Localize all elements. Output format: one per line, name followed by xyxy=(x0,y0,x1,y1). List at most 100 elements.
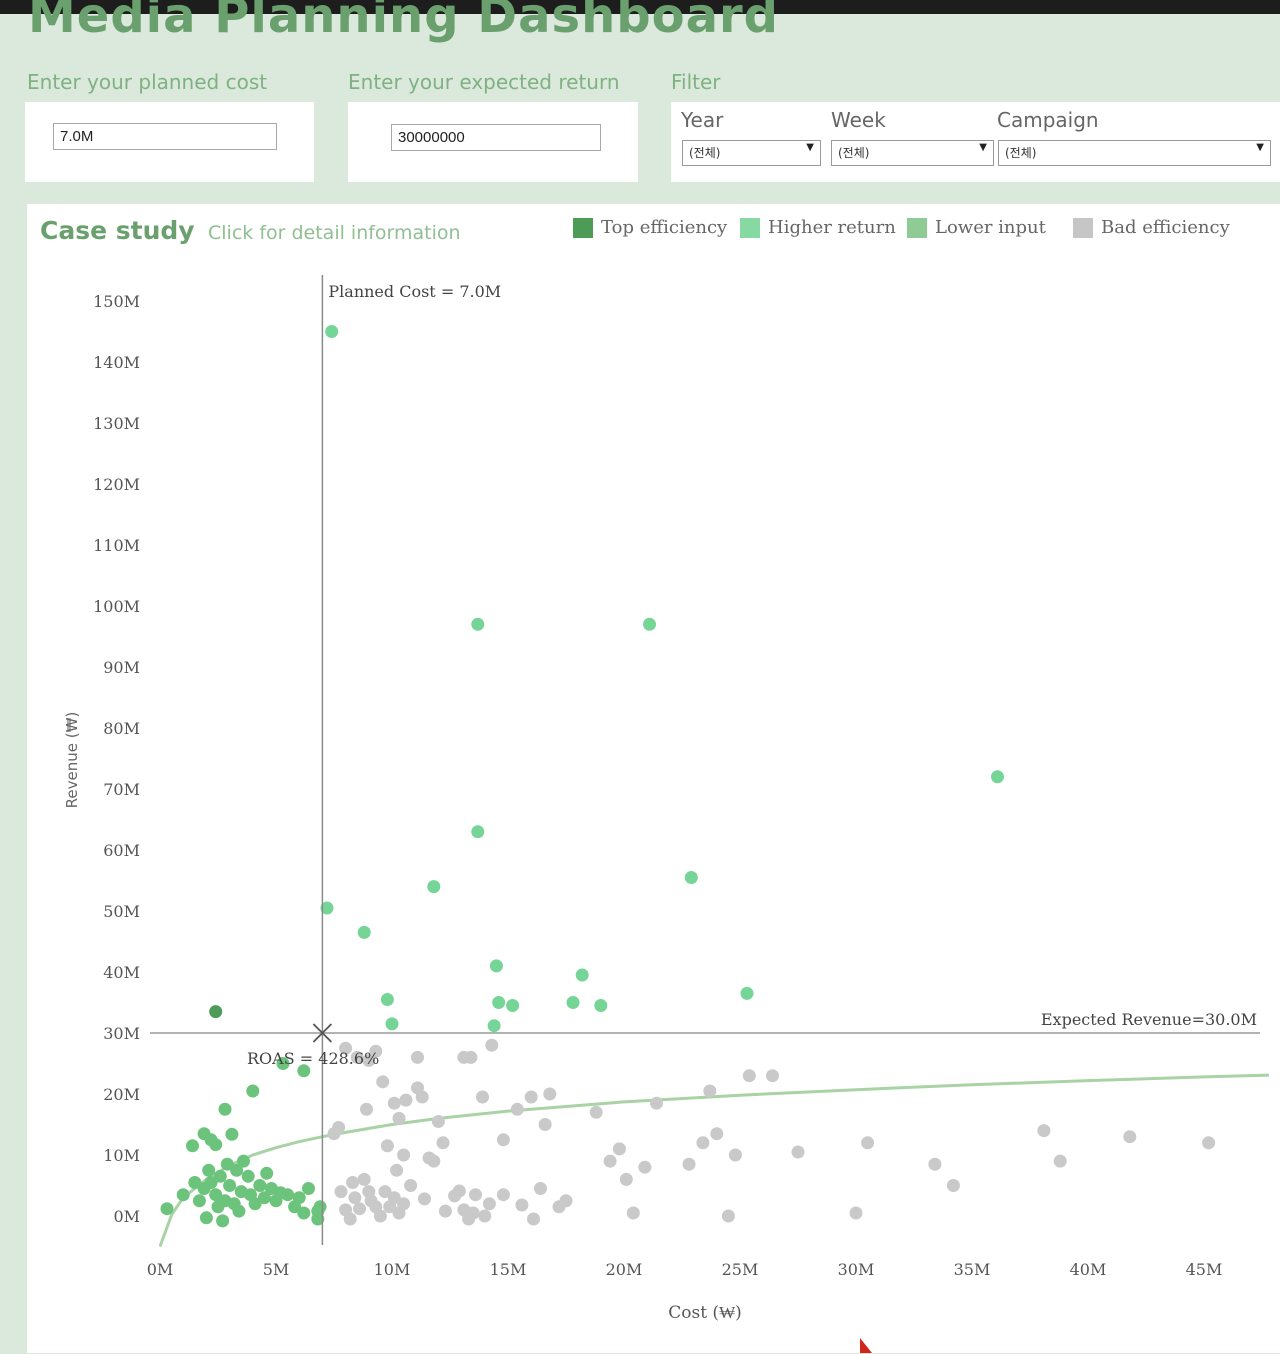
scatter-point xyxy=(297,1206,311,1220)
data-points xyxy=(160,325,1216,1228)
chart-legend: Top efficiency Higher return Lower input Ba… xyxy=(573,217,1231,238)
y-axis-title: Revenue (₩) xyxy=(63,712,81,809)
chevron-down-icon: ▼ xyxy=(979,142,987,153)
case-study-subtitle[interactable]: Click for detail information xyxy=(208,222,461,244)
scatter-point xyxy=(397,1148,411,1162)
scatter-point xyxy=(248,1197,262,1211)
y-tick-label: 40M xyxy=(103,963,140,982)
scatter-point xyxy=(431,1115,445,1128)
scatter-point xyxy=(348,1191,362,1205)
campaign-dropdown[interactable]: (전체) ▼ xyxy=(998,140,1271,166)
scatter-point xyxy=(339,1041,353,1055)
x-tick-label: 20M xyxy=(606,1260,643,1279)
y-tick-label: 90M xyxy=(103,658,140,677)
scatter-point xyxy=(387,1191,401,1205)
scatter-point xyxy=(209,1138,223,1152)
scatter-point xyxy=(482,1197,496,1211)
year-dropdown-value: (전체) xyxy=(689,146,721,160)
scatter-point xyxy=(237,1154,250,1168)
y-tick-label: 110M xyxy=(93,536,140,555)
scatter-point xyxy=(380,993,394,1006)
x-tick-label: 35M xyxy=(954,1260,991,1279)
trend-line xyxy=(158,1073,1270,1248)
y-tick-label: 70M xyxy=(103,780,140,799)
scatter-point xyxy=(311,1212,325,1226)
planned-cost-input[interactable] xyxy=(53,123,277,150)
scatter-point xyxy=(496,1188,510,1202)
scatter-point xyxy=(188,1176,202,1189)
scatter-point xyxy=(566,996,580,1009)
scatter-point xyxy=(742,1069,756,1083)
x-tick-label: 10M xyxy=(374,1260,411,1279)
scatter-point xyxy=(260,1166,274,1180)
scatter-point xyxy=(538,1118,552,1131)
chevron-down-icon: ▼ xyxy=(1256,142,1264,153)
scatter-point xyxy=(436,1136,450,1150)
scatter-point xyxy=(849,1206,863,1220)
scatter-point xyxy=(353,1202,366,1216)
mouse-cursor-icon xyxy=(860,1338,872,1353)
scatter-point xyxy=(861,1136,875,1150)
x-tick-label: 40M xyxy=(1070,1260,1107,1279)
x-tick-label: 15M xyxy=(490,1260,527,1279)
legend-label: Higher return xyxy=(768,217,896,238)
week-dropdown-value: (전체) xyxy=(838,146,870,160)
scatter-point xyxy=(186,1139,199,1153)
scatter-point xyxy=(232,1204,246,1218)
y-tick-label: 0M xyxy=(113,1207,140,1226)
x-tick-label: 0M xyxy=(147,1260,174,1279)
legend-label: Top efficiency xyxy=(601,217,728,238)
scatter-point xyxy=(385,1017,399,1031)
scatter-point xyxy=(427,880,441,894)
scatter-point xyxy=(527,1212,540,1226)
scatter-point xyxy=(404,1179,418,1192)
scatter-point xyxy=(230,1163,244,1177)
window-top-bar xyxy=(0,0,1280,14)
scatter-point xyxy=(487,1019,501,1033)
scatter-point xyxy=(438,1204,452,1218)
y-tick-label: 150M xyxy=(93,292,140,311)
trend-curve xyxy=(158,1073,1270,1248)
scatter-point xyxy=(387,1096,401,1110)
scatter-point xyxy=(452,1184,466,1198)
scatter-point xyxy=(496,1133,510,1147)
legend-swatch xyxy=(740,218,760,238)
scatter-point xyxy=(626,1206,640,1220)
scatter-point xyxy=(489,959,503,973)
expected-revenue-label: Expected Revenue=30.0M xyxy=(1041,1010,1257,1029)
scatter-point xyxy=(360,1102,373,1116)
scatter-point xyxy=(209,1188,223,1202)
planned-cost-panel xyxy=(25,102,314,182)
scatter-point xyxy=(216,1214,230,1228)
scatter-point xyxy=(392,1111,406,1125)
scatter-point xyxy=(192,1194,206,1208)
scatter-point xyxy=(682,1157,696,1171)
scatter-point xyxy=(313,1200,327,1214)
x-axis-title: Cost (₩) xyxy=(668,1303,742,1323)
scatter-point xyxy=(534,1182,547,1195)
scatter-point xyxy=(1037,1124,1051,1138)
scatter-point xyxy=(603,1154,617,1168)
scatter-point xyxy=(334,1185,348,1199)
scatter-point xyxy=(411,1050,424,1064)
roas-label: ROAS = 428.6% xyxy=(247,1049,379,1068)
scatter-point xyxy=(357,925,371,939)
x-tick-label: 25M xyxy=(722,1260,759,1279)
scatter-point xyxy=(928,1157,942,1171)
scatter-point xyxy=(220,1157,234,1171)
scatter-point xyxy=(297,1064,311,1078)
week-dropdown[interactable]: (전체) ▼ xyxy=(831,140,994,166)
scatter-point xyxy=(320,901,334,915)
scatter-point xyxy=(638,1160,652,1174)
year-dropdown[interactable]: (전체) ▼ xyxy=(682,140,821,166)
scatter-point xyxy=(515,1198,529,1212)
expected-return-input[interactable] xyxy=(391,124,601,151)
scatter-point xyxy=(1053,1154,1067,1168)
scatter-point xyxy=(376,1075,390,1089)
scatter-point xyxy=(225,1127,239,1141)
scatter-point xyxy=(506,999,520,1012)
scatter-point xyxy=(946,1179,960,1192)
scatter-point xyxy=(485,1038,499,1052)
scatter-point xyxy=(399,1093,413,1107)
